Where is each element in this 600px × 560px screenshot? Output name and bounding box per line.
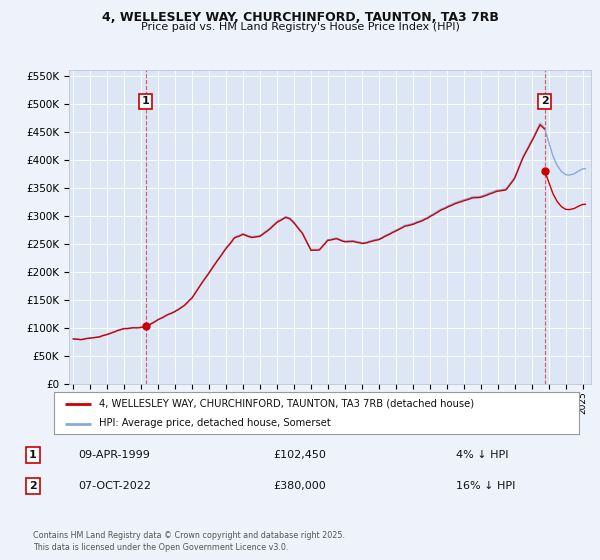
Text: 1: 1	[142, 96, 149, 106]
Text: 16% ↓ HPI: 16% ↓ HPI	[456, 481, 515, 491]
Text: 09-APR-1999: 09-APR-1999	[78, 450, 150, 460]
Text: HPI: Average price, detached house, Somerset: HPI: Average price, detached house, Some…	[98, 418, 331, 428]
Text: £102,450: £102,450	[274, 450, 326, 460]
Text: 1: 1	[29, 450, 37, 460]
Text: 4, WELLESLEY WAY, CHURCHINFORD, TAUNTON, TA3 7RB (detached house): 4, WELLESLEY WAY, CHURCHINFORD, TAUNTON,…	[98, 399, 474, 409]
Text: 4% ↓ HPI: 4% ↓ HPI	[456, 450, 509, 460]
Text: 2: 2	[29, 481, 37, 491]
Text: Price paid vs. HM Land Registry's House Price Index (HPI): Price paid vs. HM Land Registry's House …	[140, 22, 460, 32]
Text: 4, WELLESLEY WAY, CHURCHINFORD, TAUNTON, TA3 7RB: 4, WELLESLEY WAY, CHURCHINFORD, TAUNTON,…	[101, 11, 499, 24]
Text: 07-OCT-2022: 07-OCT-2022	[78, 481, 151, 491]
Text: £380,000: £380,000	[274, 481, 326, 491]
Text: Contains HM Land Registry data © Crown copyright and database right 2025.
This d: Contains HM Land Registry data © Crown c…	[33, 531, 345, 552]
Text: 2: 2	[541, 96, 548, 106]
